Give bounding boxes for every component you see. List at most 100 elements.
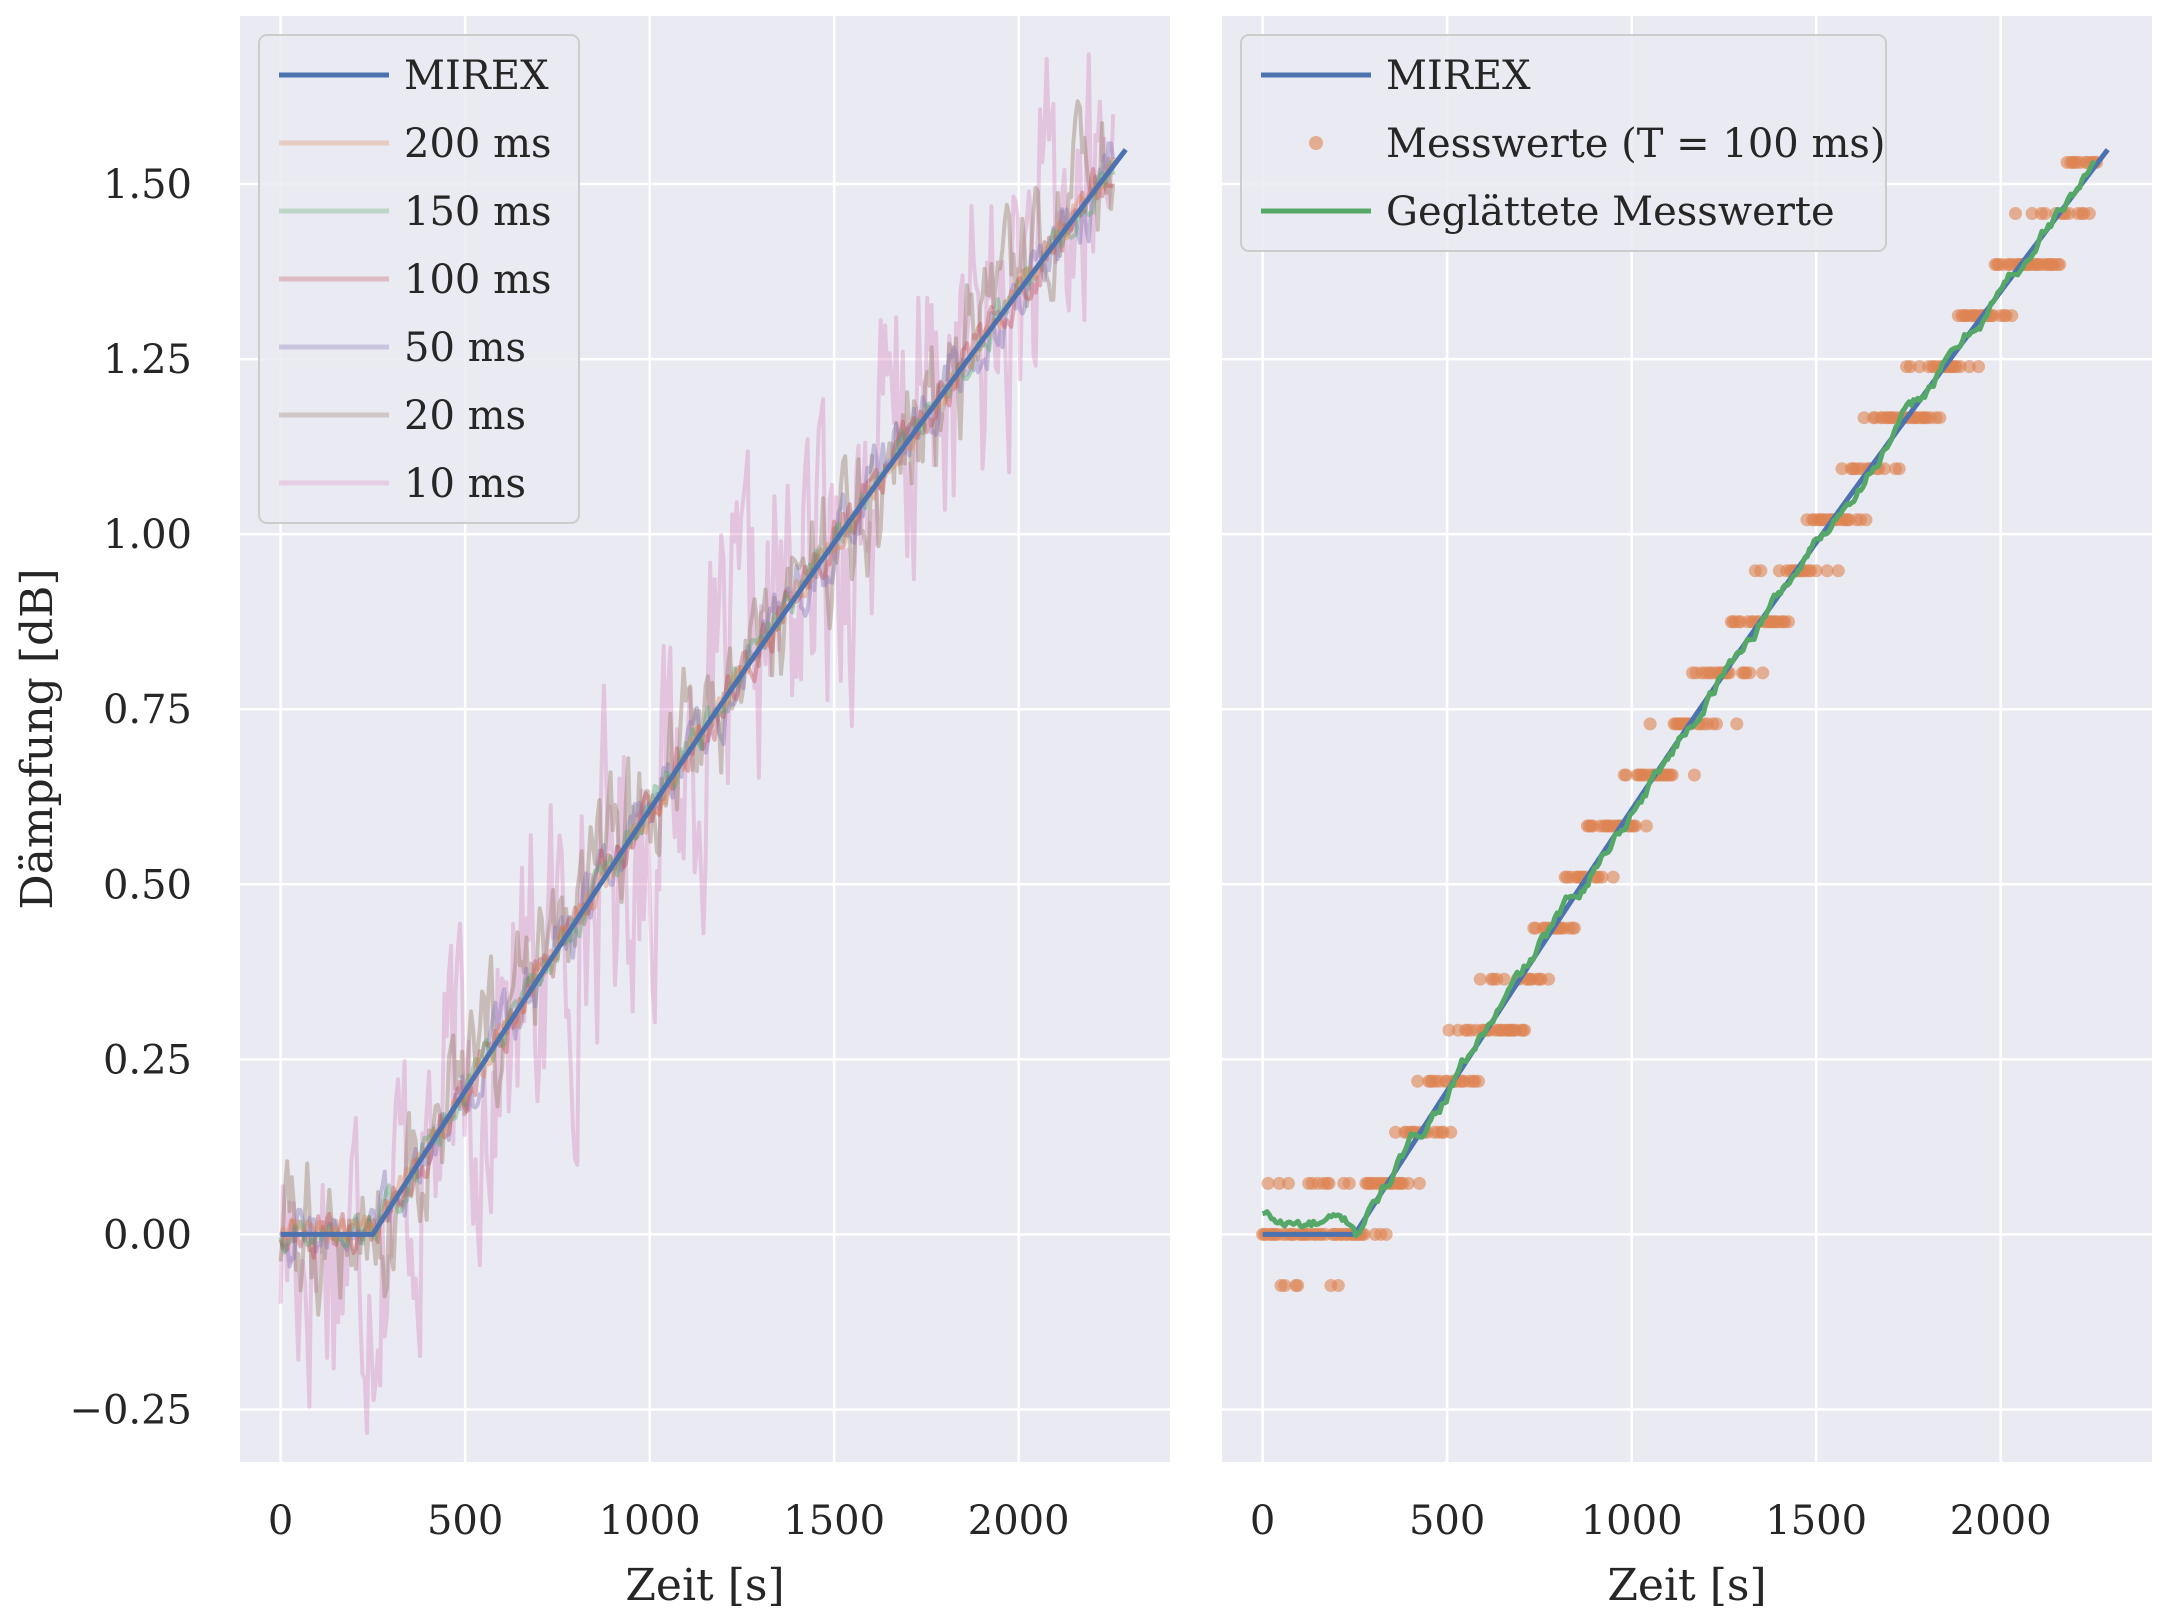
measurement-point xyxy=(1835,462,1849,476)
measurement-point xyxy=(2082,207,2096,220)
left-y-tick-label: 1.25 xyxy=(103,337,192,383)
measurement-point xyxy=(1859,513,1873,527)
left-legend-200-ms-label: 200 ms xyxy=(404,121,552,167)
left-legend-50-ms-label: 50 ms xyxy=(404,325,526,371)
left-y-tick-label: 1.50 xyxy=(103,162,192,208)
measurement-point xyxy=(1411,1074,1425,1088)
measurement-point xyxy=(1809,564,1823,578)
measurement-point xyxy=(1962,360,1976,374)
measurement-point xyxy=(1877,462,1891,476)
right-x-tick-label: 0 xyxy=(1250,1498,1275,1544)
right-legend-messwerte-t-100-ms-label: Messwerte (T = 100 ms) xyxy=(1386,121,1886,167)
measurement-point xyxy=(1497,972,1511,986)
left-series xyxy=(278,52,1128,1436)
left-x-tick-label: 1000 xyxy=(599,1498,701,1544)
left-legend-150-ms-label: 150 ms xyxy=(404,189,552,235)
left-legend-100-ms-label: 100 ms xyxy=(404,257,552,303)
measurement-point xyxy=(2025,207,2039,220)
measurement-point xyxy=(1472,1074,1485,1088)
measurement-point xyxy=(1379,1227,1393,1241)
left-x-tick-labels: 0 500 1000 1500 2000 xyxy=(268,1498,1070,1544)
measurement-point xyxy=(1628,819,1642,833)
left-legend-10-ms-label: 10 ms xyxy=(404,461,526,507)
right-x-axis-label: Zeit [s] xyxy=(1607,1560,1766,1611)
left-series-50-ms xyxy=(280,141,1116,1269)
measurement-point xyxy=(1278,1279,1292,1292)
right-legend-mirex-label: MIREX xyxy=(1386,53,1531,99)
left-legend: MIREX 200 ms 150 ms 100 ms 50 ms 20 ms 10 ms xyxy=(258,34,580,524)
left-series-20-ms xyxy=(278,99,1116,1317)
left-series-mirex xyxy=(279,148,1128,1237)
measurement-point xyxy=(1857,411,1871,425)
measurement-point xyxy=(1272,1176,1286,1190)
right-x-tick-label: 1000 xyxy=(1581,1498,1683,1544)
measurement-point xyxy=(1639,819,1653,833)
measurement-point xyxy=(1342,1176,1356,1190)
measurement-point xyxy=(1903,360,1917,374)
measurement-point xyxy=(1972,360,1985,374)
left-series-200-ms xyxy=(278,157,1116,1244)
measurement-point xyxy=(1595,870,1609,884)
measurement-point xyxy=(2005,309,2019,323)
left-y-tick-labels: −0.25 0.00 0.25 0.50 0.75 1.00 1.25 1.50 xyxy=(69,162,192,1433)
measurement-point xyxy=(1710,717,1723,731)
measurement-point xyxy=(1322,1176,1336,1190)
measurement-point xyxy=(1933,411,1947,425)
left-y-tick-label: 0.25 xyxy=(103,1037,192,1083)
right-x-tick-label: 1500 xyxy=(1765,1498,1867,1544)
measurement-point xyxy=(1913,360,1926,374)
left-y-tick-label: 0.75 xyxy=(103,687,192,733)
left-x-tick-label: 2000 xyxy=(968,1498,1070,1544)
measurement-point xyxy=(1442,1023,1456,1037)
measurement-point xyxy=(1619,768,1633,782)
measurement-point xyxy=(1687,768,1701,782)
left-x-tick-label: 0 xyxy=(268,1498,293,1544)
right-x-tick-label: 500 xyxy=(1409,1498,1485,1544)
left-y-tick-label: 0.00 xyxy=(103,1212,192,1258)
measurement-point xyxy=(1281,1176,1295,1190)
left-legend-20-ms-label: 20 ms xyxy=(404,393,526,439)
right-x-tick-labels: 0 500 1000 1500 2000 xyxy=(1250,1498,2052,1544)
measurement-point xyxy=(1953,360,1967,374)
left-chart: 0 500 1000 1500 2000 −0.25 0.00 0.25 0.50 0.75 1.… xyxy=(12,16,1170,1611)
left-x-axis-label: Zeit [s] xyxy=(625,1560,784,1611)
measurement-point xyxy=(1389,1125,1402,1139)
right-legend: MIREX Messwerte (T = 100 ms) Geglättete Me… xyxy=(1240,34,1887,252)
measurement-point xyxy=(1518,1023,1532,1037)
left-series-10-ms xyxy=(278,52,1116,1436)
measurement-point xyxy=(1567,921,1581,935)
measurement-point xyxy=(1291,1279,1305,1292)
measurement-point xyxy=(1606,870,1620,884)
measurement-point xyxy=(1542,972,1556,986)
right-series xyxy=(1256,148,2110,1292)
measurement-point xyxy=(1401,1176,1415,1190)
measurement-point xyxy=(2053,258,2067,271)
left-y-tick-label: 1.00 xyxy=(103,512,192,558)
measurement-point xyxy=(1782,615,1795,629)
left-grid xyxy=(240,16,1170,1462)
right-grid xyxy=(1222,16,2152,1462)
left-legend-box xyxy=(258,34,580,524)
measurement-point xyxy=(1643,717,1657,731)
right-legend-messwerte-t-100-ms-marker xyxy=(1309,136,1323,150)
measurement-point xyxy=(1444,1125,1458,1139)
measurement-point xyxy=(1730,717,1744,731)
measurement-point xyxy=(1665,768,1679,782)
measurement-point xyxy=(1892,462,1906,476)
right-legend-gegl-ttete-messwerte-label: Geglättete Messwerte xyxy=(1386,189,1835,235)
measurement-point xyxy=(1756,666,1770,680)
right-x-tick-label: 2000 xyxy=(1950,1498,2052,1544)
left-y-axis-label: Dämpfung [dB] xyxy=(12,568,63,909)
left-x-tick-label: 1500 xyxy=(783,1498,885,1544)
left-x-tick-label: 500 xyxy=(427,1498,503,1544)
measurement-point xyxy=(1412,1176,1426,1190)
left-y-tick-label: 0.50 xyxy=(103,862,192,908)
measurement-point xyxy=(1743,666,1757,680)
left-y-tick-label: −0.25 xyxy=(69,1387,192,1433)
right-chart: 0 500 1000 1500 2000 Zeit [s] MIREX Messwerte… xyxy=(1222,16,2152,1611)
measurement-point xyxy=(1473,972,1487,986)
measurement-point xyxy=(1754,564,1768,578)
right-series-geglaettete-messwerte xyxy=(1261,160,2097,1239)
measurement-point xyxy=(1261,1176,1275,1190)
